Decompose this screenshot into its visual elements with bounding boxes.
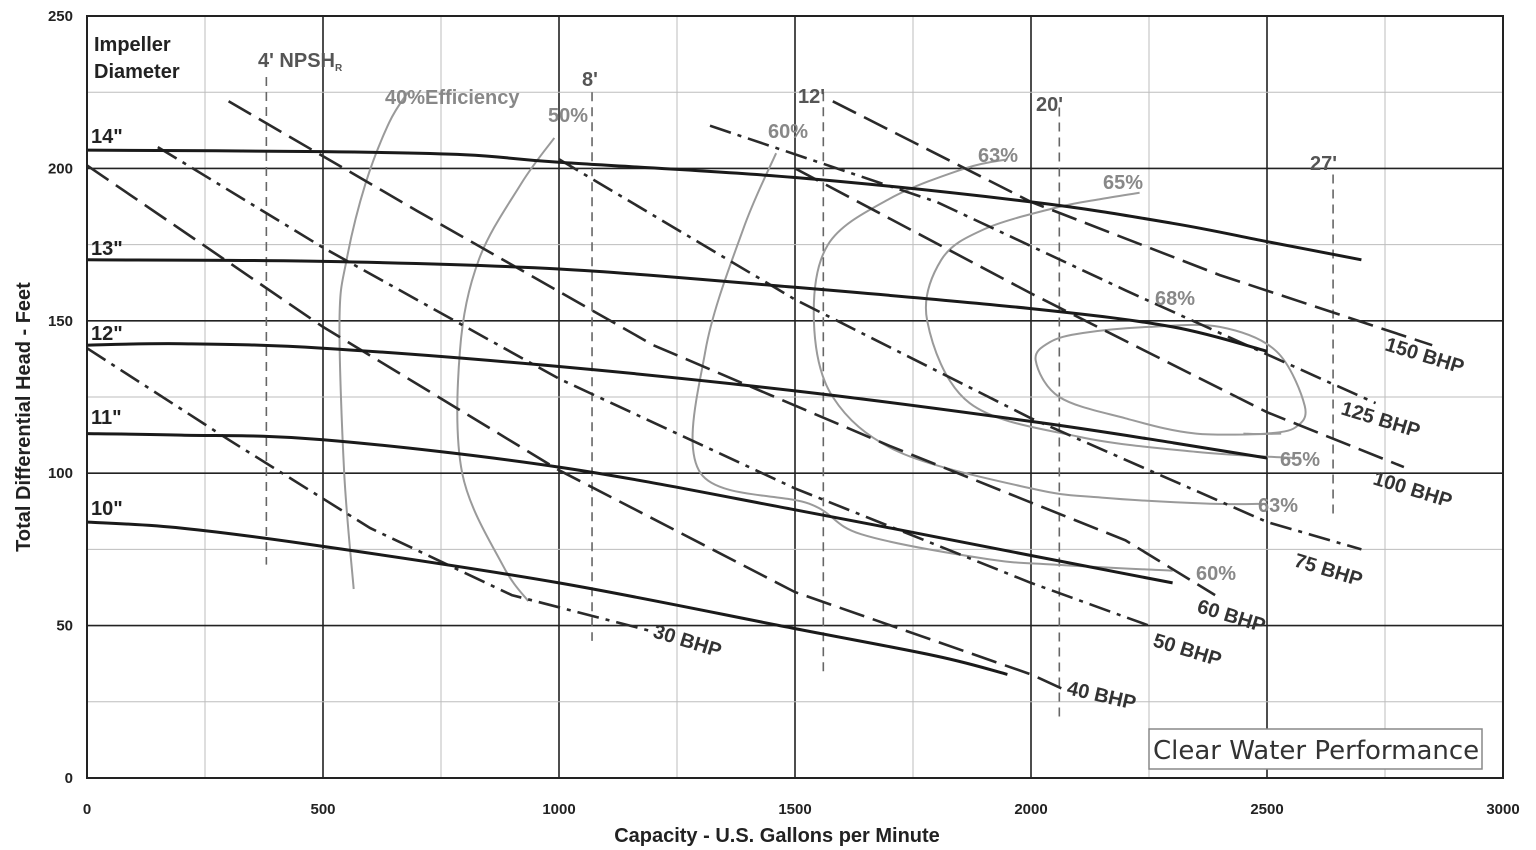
efficiency-curve-63 (812, 158, 1268, 506)
bhp-line-125-bhp (709, 124, 1377, 405)
impeller-curve-12 (86, 342, 1268, 460)
y-tick-label: 250 (48, 8, 73, 25)
eff-68-label: 68% (1155, 288, 1195, 310)
npsh-8-label: 8' (582, 69, 598, 91)
efficiency-curve-60 (691, 152, 1173, 572)
x-tick-label: 3000 (1486, 801, 1519, 818)
impeller-12-label: 12" (91, 323, 123, 345)
npsh-4-label: 4' NPSHR (258, 50, 343, 74)
npsh-20-label: 20' (1036, 94, 1063, 116)
x-tick-label: 2000 (1014, 801, 1047, 818)
bhp-60-label: 60 BHP (1195, 596, 1268, 638)
eff-63-bottom-label: 63% (1258, 495, 1298, 517)
impeller-11-label: 11" (91, 407, 122, 429)
npsh-12-label: 12' (798, 86, 825, 108)
eff-63-top-label: 63% (978, 145, 1018, 167)
bhp-lines (86, 100, 1433, 691)
bhp-line-30-bhp (86, 347, 654, 633)
plot-frame (86, 15, 1504, 779)
x-tick-label: 2500 (1250, 801, 1283, 818)
bhp-50-label: 50 BHP (1151, 630, 1224, 672)
impeller-curves (86, 148, 1362, 676)
efficiency-curve-40-efficiency (338, 91, 409, 590)
grid (87, 16, 1503, 778)
impeller-13-label: 13" (91, 238, 123, 260)
impeller-title-2: Diameter (94, 61, 180, 83)
eff-65-bottom-label: 65% (1280, 449, 1320, 471)
impeller-curve-14 (86, 148, 1362, 262)
npsh-27-label: 27' (1310, 153, 1337, 175)
bhp-75-label: 75 BHP (1292, 550, 1365, 592)
bhp-line-150-bhp (832, 100, 1433, 347)
y-tick-label: 0 (65, 770, 73, 787)
y-axis-title: Total Differential Head - Feet (13, 282, 35, 552)
bhp-100-label: 100 BHP (1371, 468, 1455, 513)
efficiency-curve-65 (924, 191, 1294, 459)
y-tick-label: 100 (48, 465, 73, 482)
x-tick-label: 0 (83, 801, 91, 818)
npsh-4-text: 4' NPSH (258, 50, 335, 72)
efficiency-curve-50 (456, 137, 556, 602)
impeller-curve-11 (86, 432, 1173, 585)
efficiency-curves (338, 91, 1307, 602)
x-tick-label: 1500 (778, 801, 811, 818)
x-tick-label: 1000 (542, 801, 575, 818)
bhp-line-40-bhp (86, 164, 1065, 691)
bhp-line-100-bhp (794, 167, 1405, 469)
bhp-40-label: 40 BHP (1065, 677, 1138, 714)
bhp-line-60-bhp (227, 100, 1216, 597)
eff-65-top-label: 65% (1103, 172, 1143, 194)
impeller-10-label: 10" (91, 498, 123, 520)
eff-40-label: 40%Efficiency (385, 87, 520, 109)
y-tick-label: 150 (48, 313, 73, 330)
x-axis-title: Capacity - U.S. Gallons per Minute (614, 825, 940, 847)
eff-60-bottom-label: 60% (1196, 563, 1236, 585)
bhp-line-50-bhp (157, 145, 1150, 627)
bhp-30-label: 30 BHP (651, 621, 724, 663)
x-tick-label: 500 (310, 801, 335, 818)
impeller-14-label: 14" (91, 126, 123, 148)
clear-water-box (1148, 728, 1483, 770)
npsh-lines (265, 76, 1334, 718)
clear-water-label: Clear Water Performance (1153, 736, 1479, 766)
npsh-4-subscript: R (335, 63, 343, 74)
axis-ticks: 0 500 1000 1500 2000 2500 3000 0 50 100 150 200 250 (48, 8, 1520, 818)
efficiency-curve-68 (1034, 323, 1307, 436)
y-tick-label: 50 (56, 618, 73, 635)
impeller-title: Impeller (94, 34, 171, 56)
eff-50-label: 50% (548, 105, 588, 127)
bhp-line-75-bhp (558, 158, 1362, 551)
bhp-125-label: 125 BHP (1339, 398, 1423, 443)
eff-60-top-label: 60% (768, 121, 808, 143)
bhp-150-label: 150 BHP (1383, 334, 1467, 379)
y-tick-label: 200 (48, 160, 73, 177)
impeller-curve-10 (86, 520, 1008, 676)
impeller-curve-13 (86, 258, 1268, 353)
